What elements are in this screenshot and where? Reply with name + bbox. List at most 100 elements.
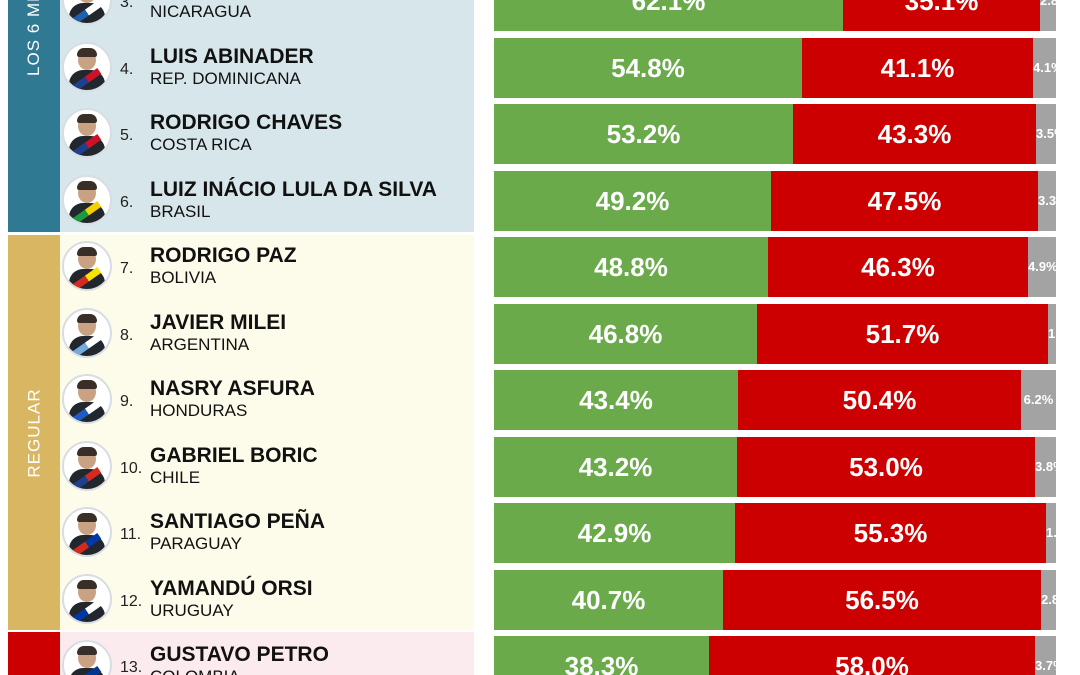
disapprove-label: 58.0% (835, 651, 909, 675)
leader-row: 6. LUIZ INÁCIO LULA DA SILVA BRASIL 49.2% 47… (0, 170, 1080, 234)
approve-segment (494, 170, 771, 231)
leader-row: 8. JAVIER MILEI ARGENTINA 46.8% 51.7% 1.5 (0, 303, 1080, 367)
undecided-segment (1033, 37, 1056, 98)
band-strip: LOS 6 MEJ (8, 0, 60, 232)
band-background (60, 235, 474, 630)
undecided-segment (1021, 370, 1056, 430)
disapprove-label: 41.1% (880, 52, 955, 83)
undecided-label: 6.2% (1023, 392, 1054, 407)
approve-label: 46.8% (588, 318, 663, 349)
leader-country: COSTA RICA (150, 135, 252, 154)
approval-bar: 40.7% 56.5% 2.8 (494, 569, 1060, 630)
undecided-label: 3.5% (1036, 126, 1066, 141)
disapprove-label: 46.3% (861, 252, 935, 282)
approve-segment (494, 436, 737, 497)
leader-country: BOLIVIA (150, 268, 217, 287)
approve-label: 49.2% (595, 185, 670, 216)
leader-row: 7. RODRIGO PAZ BOLIVIA 48.8% 46.3% 4.9% (0, 236, 1080, 300)
leader-country: HONDURAS (150, 401, 248, 420)
band-background (60, 632, 474, 675)
leader-rank: 11. (120, 526, 142, 543)
disapprove-segment (723, 569, 1041, 630)
disapprove-label: 56.5% (845, 584, 919, 615)
leader-portrait (62, 573, 112, 624)
leader-row: 4. LUIS ABINADER REP. DOMINICANA 54.8% 41.1%… (0, 37, 1080, 101)
leader-country: PARAGUAY (150, 534, 242, 553)
leader-rank: 13. (120, 659, 143, 675)
leader-row: 10. GABRIEL BORIC CHILE 43.2% 53.0% 3.8% (0, 436, 1080, 500)
approve-label: 38.3% (564, 651, 639, 675)
disapprove-label: 35.1% (904, 0, 979, 16)
approval-bar: 49.2% 47.5% 3.3% (494, 170, 1068, 231)
leader-rank: 3. (120, 0, 134, 11)
undecided-segment (1036, 104, 1056, 164)
undecided-segment (1046, 503, 1056, 563)
undecided-segment (1048, 303, 1056, 364)
approval-bar: 62.1% 35.1% 2.8 (494, 0, 1058, 31)
leader-portrait (62, 0, 112, 25)
leader-rank: 9. (120, 393, 134, 410)
undecided-label: 2.8 (1041, 591, 1060, 607)
leader-name: LUIZ INÁCIO LULA DA SILVA (150, 177, 437, 201)
leader-name: LUIS ABINADER (150, 44, 314, 68)
disapprove-segment (757, 303, 1048, 364)
leader-country: URUGUAY (150, 600, 234, 620)
leader-row: 13. GUSTAVO PETROCOLOMBIA 38.3% 58.0% 3.7% (0, 635, 1080, 675)
approve-segment (494, 237, 768, 297)
approve-segment (494, 37, 802, 98)
approval-bar: 43.4% 50.4% 6.2% (494, 370, 1056, 430)
leader-rank: 7. (120, 260, 134, 277)
disapprove-segment (737, 436, 1035, 497)
leader-rank: 6. (120, 193, 134, 211)
band-background (60, 0, 474, 232)
undecided-label: 3.8% (1035, 458, 1065, 474)
leader-name: NASRY ASFURA (150, 377, 315, 400)
band-strip (8, 632, 60, 675)
disapprove-segment (771, 170, 1038, 231)
leader-country: NICARAGUA (150, 2, 252, 21)
undecided-label: 3.3% (1038, 192, 1068, 208)
disapprove-segment (738, 370, 1021, 430)
band-strip: REGULAR (8, 235, 60, 630)
approve-label: 43.4% (579, 385, 653, 415)
disapprove-segment (768, 237, 1028, 297)
approve-label: 53.2% (606, 119, 681, 149)
leader-row: 11. SANTIAGO PEÑA PARAGUAY 42.9% 55.3% 1.8 (0, 502, 1080, 566)
leader-portrait (62, 374, 112, 424)
approve-segment (494, 370, 738, 430)
approve-label: 54.8% (611, 52, 685, 83)
leader-row: 12. YAMANDÚ ORSI URUGUAY 40.7% 56.5% 2.8 (0, 569, 1080, 633)
disapprove-segment (709, 636, 1035, 675)
leader-name: SANTIAGO PEÑA (150, 510, 326, 533)
undecided-segment (1038, 170, 1056, 231)
leader-country: BRASIL (150, 201, 211, 221)
leader-name: YAMANDÚ ORSI (150, 576, 313, 600)
approval-bar: 46.8% 51.7% 1.5 (494, 303, 1066, 364)
approve-segment (494, 0, 843, 31)
leader-portrait (62, 307, 112, 358)
approval-bar: 42.9% 55.3% 1.8 (494, 503, 1064, 563)
undecided-segment (1035, 436, 1056, 497)
approval-bar: 43.2% 53.0% 3.8% (494, 436, 1065, 497)
approval-bar: 53.2% 43.3% 3.5% (494, 104, 1066, 164)
leader-portrait (62, 440, 112, 491)
leader-rank: 10. (120, 459, 143, 477)
approval-bar: 48.8% 46.3% 4.9% (494, 237, 1058, 297)
undecided-label: 4.1% (1033, 59, 1063, 75)
leader-country: COLOMBIA (150, 667, 240, 675)
leader-country: CHILE (150, 467, 201, 487)
leader-portrait (62, 241, 112, 291)
approve-label: 62.1% (631, 0, 706, 16)
leader-portrait (62, 41, 112, 92)
undecided-segment (1028, 237, 1056, 297)
approve-label: 43.2% (578, 451, 653, 482)
leader-row: 3. NICARAGUA 62.1% 35.1% 2.8 (0, 0, 1080, 34)
disapprove-segment (802, 37, 1033, 98)
undecided-segment (1041, 569, 1056, 630)
leader-portrait (62, 174, 112, 225)
undecided-segment (1035, 636, 1056, 675)
disapprove-label: 55.3% (853, 518, 928, 548)
approval-bar: 54.8% 41.1% 4.1% (494, 37, 1063, 98)
approve-segment (494, 569, 723, 630)
